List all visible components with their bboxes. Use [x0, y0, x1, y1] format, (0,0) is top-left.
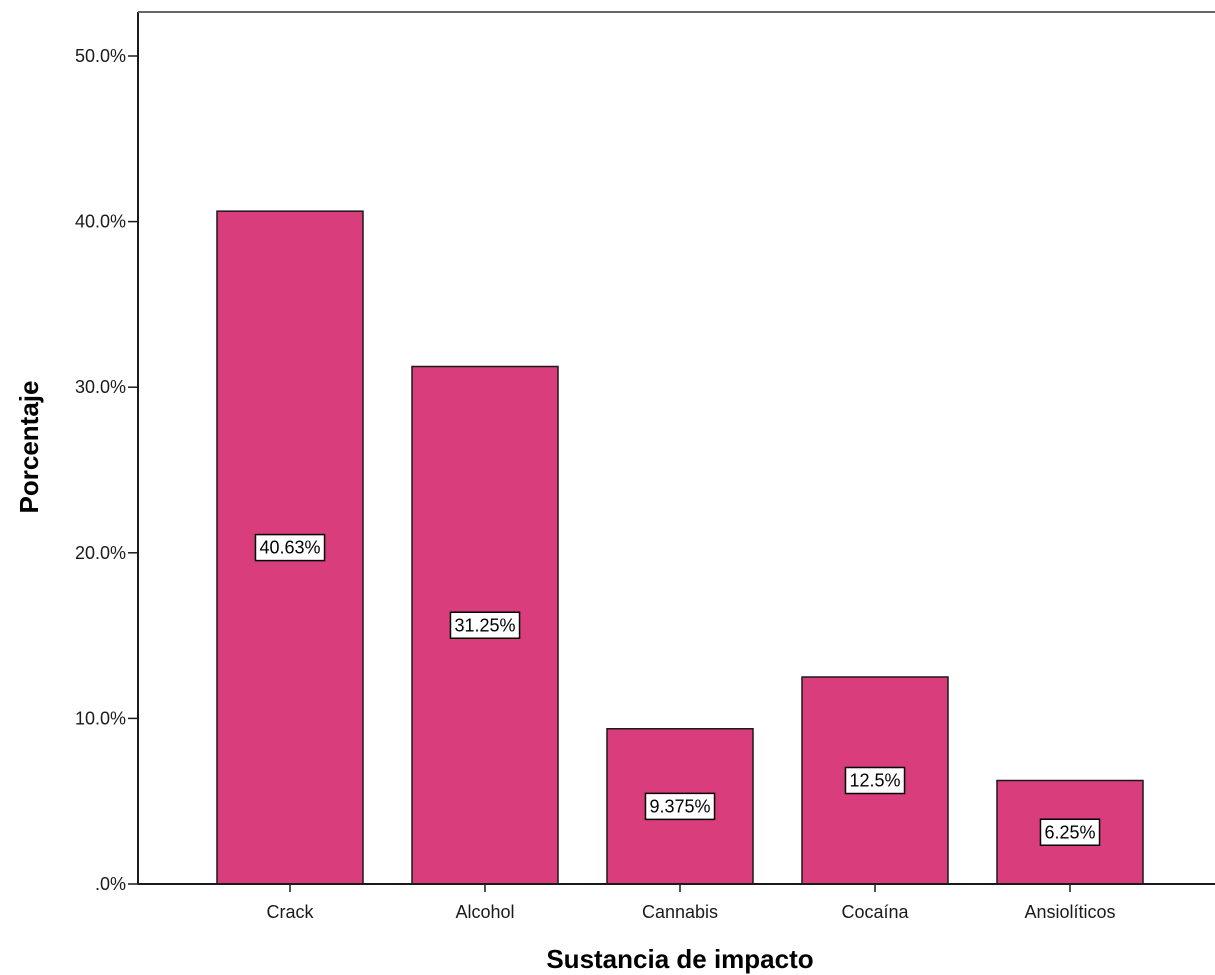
data-label-box-1: [449, 611, 521, 639]
data-label-0: 40.63%: [259, 538, 320, 558]
x-tick-label-1: Alcohol: [455, 902, 514, 922]
y-tick-label-5: 50.0%: [75, 46, 126, 66]
x-tick-label-0: Crack: [266, 902, 314, 922]
data-label-4: 6.25%: [1044, 822, 1095, 842]
x-tick-label-4: Ansiolíticos: [1024, 902, 1115, 922]
bars-group: [216, 210, 1144, 885]
data-label-box-0: [254, 533, 326, 562]
y-tick-label-4: 40.0%: [75, 212, 126, 232]
y-tick-label-2: 20.0%: [75, 543, 126, 563]
x-tick-label-2: Cannabis: [642, 902, 718, 922]
x-tick-label-3: Cocaína: [841, 902, 909, 922]
y-tick-label-3: 30.0%: [75, 377, 126, 397]
axes-group: Crack Alcohol Cannabis Cocaína Ansiolíticos.…: [75, 11, 1215, 922]
data-label-box-4: [1039, 818, 1101, 846]
data-label-box-3: [844, 766, 906, 795]
y-axis-title: Porcentaje: [14, 381, 44, 514]
data-labels-group: 40.63% 31.25% 9.375% 12.5% 6.25%: [254, 533, 1101, 846]
data-label-box-2: [644, 792, 716, 821]
data-label-1: 31.25%: [454, 615, 515, 635]
data-label-3: 12.5%: [849, 771, 900, 791]
y-tick-label-0: .0%: [95, 874, 126, 894]
data-label-2: 9.375%: [649, 796, 710, 816]
x-axis-title: Sustancia de impacto: [546, 944, 813, 974]
y-tick-label-1: 10.0%: [75, 708, 126, 728]
